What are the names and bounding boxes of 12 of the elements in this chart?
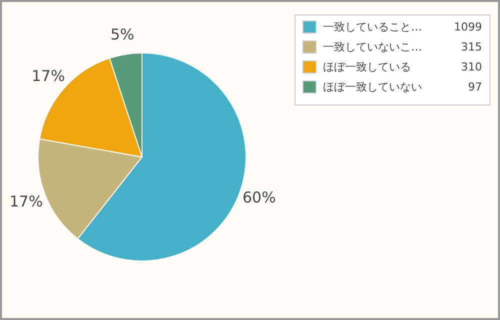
- text: 97: [468, 80, 482, 94]
- data-label: 17%: [9, 192, 43, 210]
- text: 1099: [454, 20, 482, 34]
- legend-label: 一致していないこ…: [323, 40, 422, 54]
- text: 310: [461, 60, 482, 74]
- legend-label: 一致していること…: [323, 20, 422, 34]
- data-label: 60%: [242, 188, 276, 207]
- data-label: 17%: [32, 66, 65, 85]
- data-label: 5%: [110, 26, 134, 44]
- legend-label: ほぼ一致していない: [323, 80, 422, 94]
- text: 315: [461, 40, 482, 54]
- legend-label: ほぼ一致している: [323, 60, 411, 74]
